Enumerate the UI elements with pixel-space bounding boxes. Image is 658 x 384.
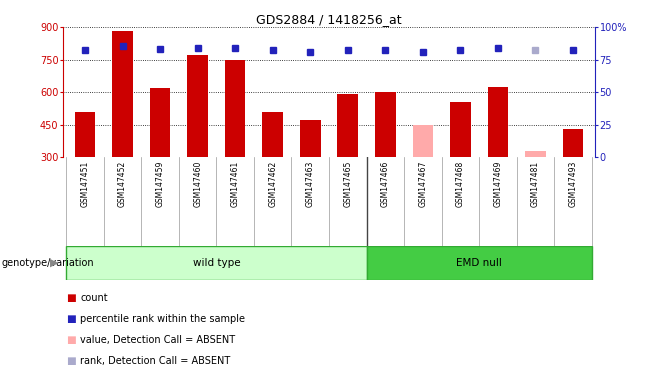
Bar	[75, 112, 95, 157]
Text: ■: ■	[66, 314, 76, 324]
Title: GDS2884 / 1418256_at: GDS2884 / 1418256_at	[256, 13, 402, 26]
Text: ■: ■	[66, 293, 76, 303]
Bar	[113, 31, 133, 157]
Text: ■: ■	[66, 335, 76, 345]
Text: value, Detection Call = ABSENT: value, Detection Call = ABSENT	[80, 335, 236, 345]
Bar	[338, 94, 358, 157]
Bar	[413, 125, 433, 157]
Bar	[150, 88, 170, 157]
Text: GSM147459: GSM147459	[155, 161, 164, 207]
Text: rank, Detection Call = ABSENT: rank, Detection Call = ABSENT	[80, 356, 230, 366]
Text: count: count	[80, 293, 108, 303]
Bar	[367, 246, 592, 280]
Text: GSM147463: GSM147463	[306, 161, 315, 207]
Text: genotype/variation: genotype/variation	[1, 258, 94, 268]
Text: GSM147467: GSM147467	[418, 161, 427, 207]
Bar	[300, 121, 320, 157]
Bar	[450, 102, 470, 157]
Text: GSM147461: GSM147461	[231, 161, 240, 207]
Bar	[225, 60, 245, 157]
Text: percentile rank within the sample: percentile rank within the sample	[80, 314, 245, 324]
Bar	[188, 55, 208, 157]
Bar	[563, 129, 583, 157]
Text: GSM147465: GSM147465	[343, 161, 352, 207]
Text: ▶: ▶	[51, 258, 59, 268]
Bar	[525, 151, 545, 157]
Text: GSM147462: GSM147462	[268, 161, 277, 207]
Text: GSM147481: GSM147481	[531, 161, 540, 207]
Text: GSM147466: GSM147466	[381, 161, 390, 207]
Bar	[263, 112, 283, 157]
Text: GSM147493: GSM147493	[569, 161, 578, 207]
Text: wild type: wild type	[193, 258, 240, 268]
Text: EMD null: EMD null	[456, 258, 502, 268]
Bar	[488, 87, 508, 157]
Text: ■: ■	[66, 356, 76, 366]
Text: GSM147451: GSM147451	[80, 161, 89, 207]
Bar	[375, 92, 395, 157]
Text: GSM147460: GSM147460	[193, 161, 202, 207]
Bar	[66, 246, 367, 280]
Text: GSM147452: GSM147452	[118, 161, 127, 207]
Text: GSM147468: GSM147468	[456, 161, 465, 207]
Text: GSM147469: GSM147469	[494, 161, 503, 207]
